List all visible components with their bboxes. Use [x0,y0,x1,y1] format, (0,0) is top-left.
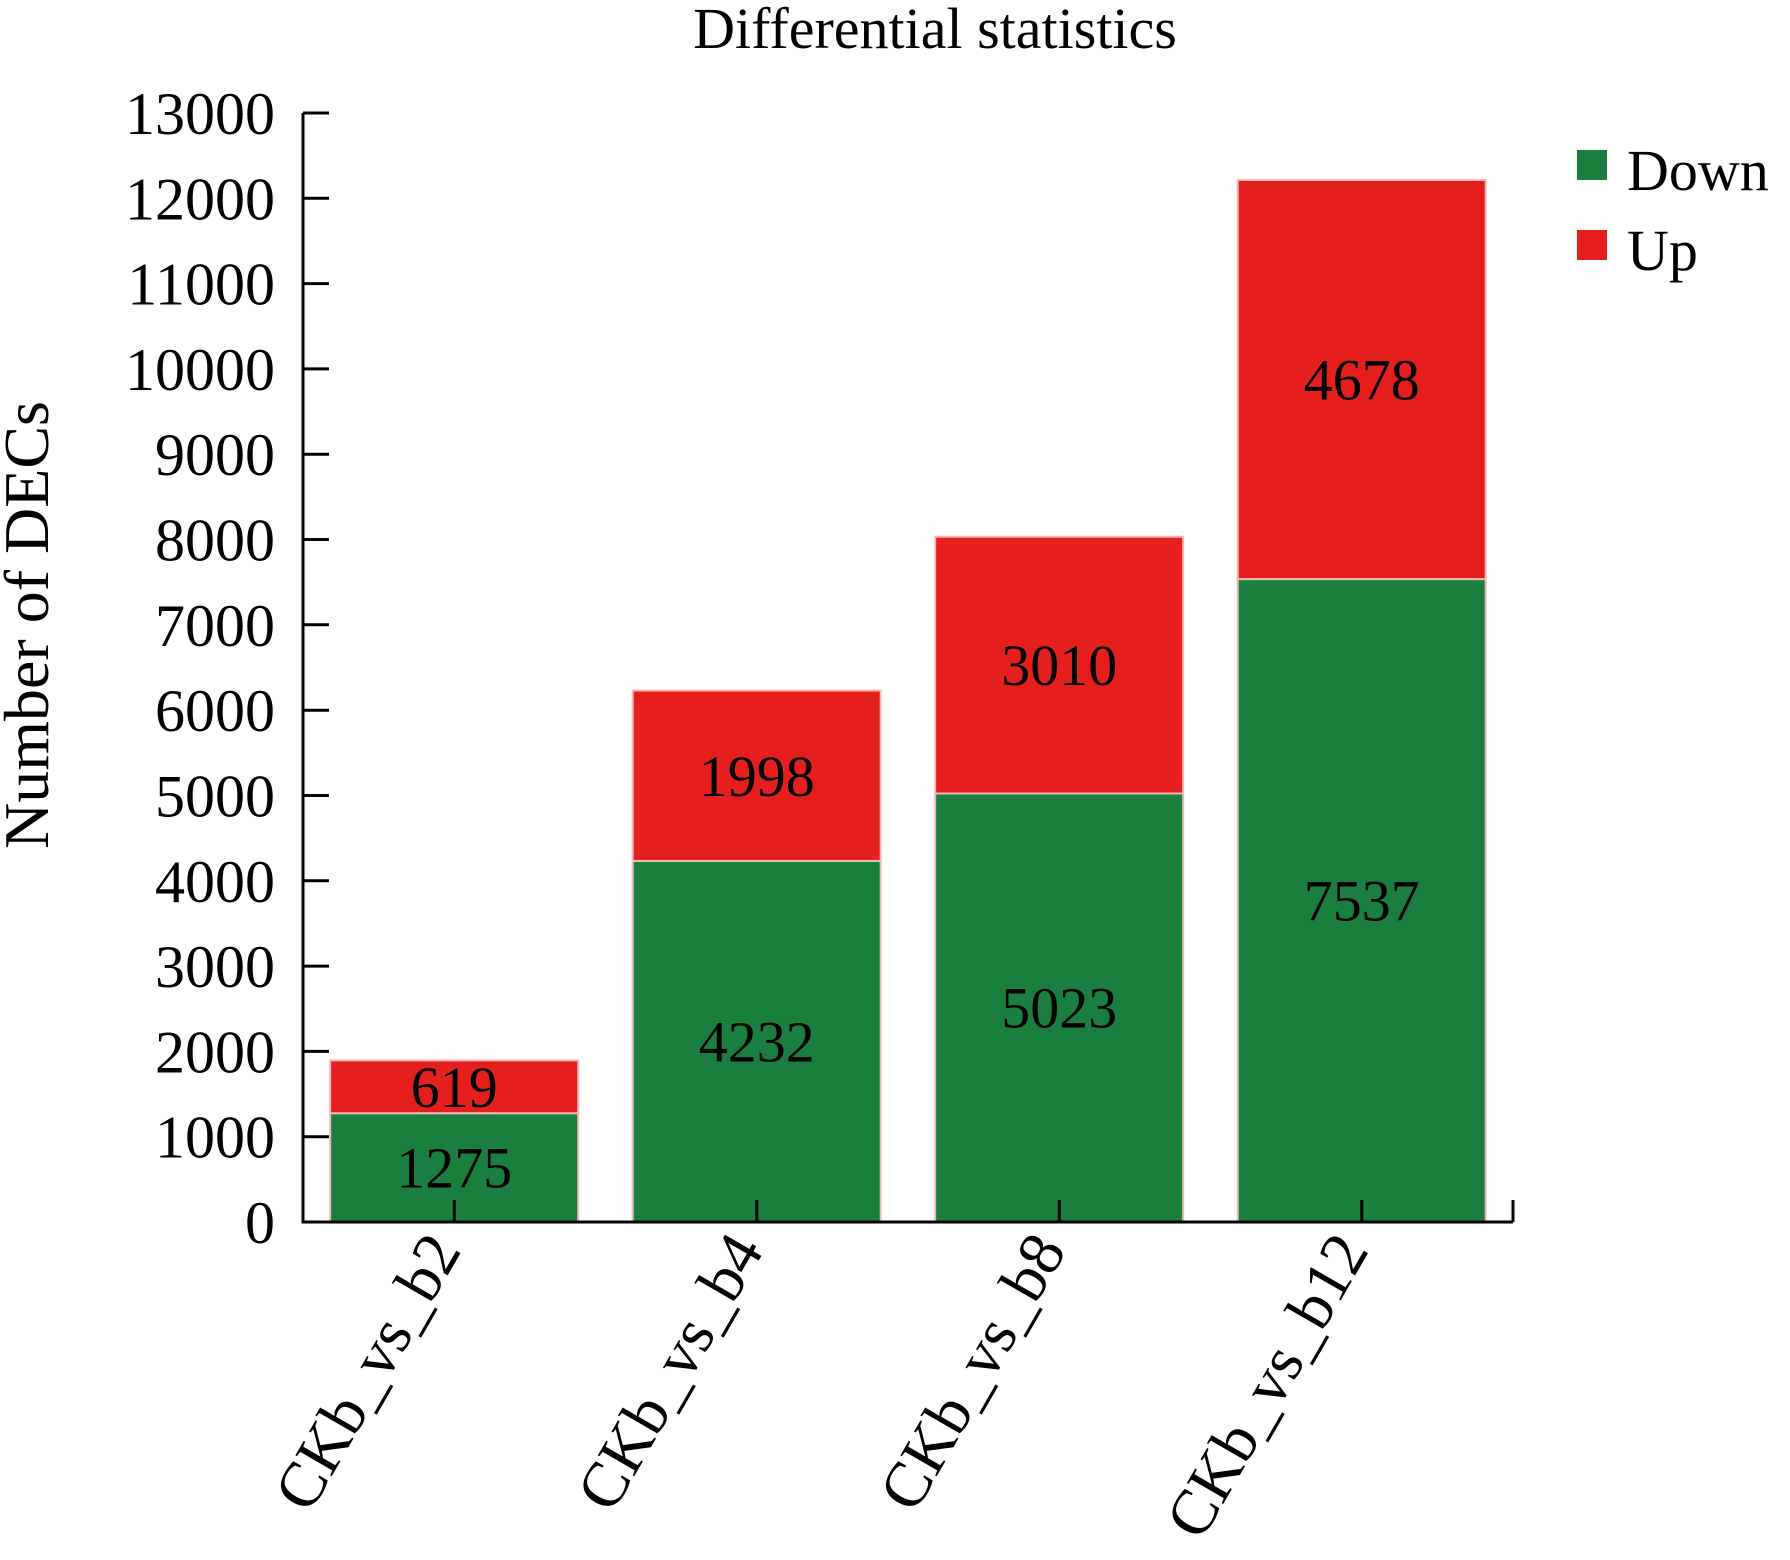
y-tick-label-11: 11000 [127,252,275,318]
data-label-up-0: 619 [411,1055,498,1120]
y-tick-label-9: 9000 [155,422,275,488]
y-tick-label-6: 6000 [155,678,275,744]
x-tick-label-1: CKb_vs_b4 [563,1222,777,1522]
legend-swatch-down [1577,150,1607,180]
y-tick-label-1: 1000 [155,1105,275,1171]
y-tick-label-0: 0 [245,1190,275,1256]
y-tick-label-4: 4000 [155,849,275,915]
legend-swatch-up [1577,230,1607,260]
y-tick-label-3: 3000 [155,934,275,1000]
chart-title: Differential statistics [693,0,1177,61]
data-label-down-3: 7537 [1304,869,1420,934]
legend-label-up: Up [1627,218,1698,283]
x-tick-label-0: CKb_vs_b2 [260,1222,474,1522]
bar-down-3 [1236,578,1487,1223]
bar-down-2 [934,792,1185,1223]
data-label-up-2: 3010 [1001,633,1117,698]
bar-up-0 [329,1059,580,1115]
y-axis-label: Number of DECs [0,401,62,849]
y-tick-label-12: 12000 [125,166,275,232]
data-label-down-1: 4232 [699,1010,815,1075]
data-label-down-0: 1275 [396,1136,512,1201]
y-tick-label-13: 13000 [125,81,275,147]
y-tick-label-5: 5000 [155,764,275,830]
data-label-up-3: 4678 [1304,348,1420,413]
x-tick-label-3: CKb_vs_b12 [1152,1222,1382,1550]
y-tick-label-7: 7000 [155,593,275,659]
bar-up-1 [631,689,882,862]
x-tick-label-2: CKb_vs_b8 [865,1222,1079,1522]
y-tick-label-2: 2000 [155,1019,275,1085]
bars-group: 1275 619 4232 1998 5023 3010 7537 4678 [329,179,1487,1223]
bar-up-2 [934,535,1185,795]
data-label-down-2: 5023 [1001,976,1117,1041]
y-tick-label-10: 10000 [125,337,275,403]
data-label-up-1: 1998 [699,744,815,809]
legend: Down Up [1577,138,1769,283]
legend-label-down: Down [1627,138,1769,203]
bar-up-3 [1236,179,1487,581]
y-tick-label-8: 8000 [155,508,275,574]
